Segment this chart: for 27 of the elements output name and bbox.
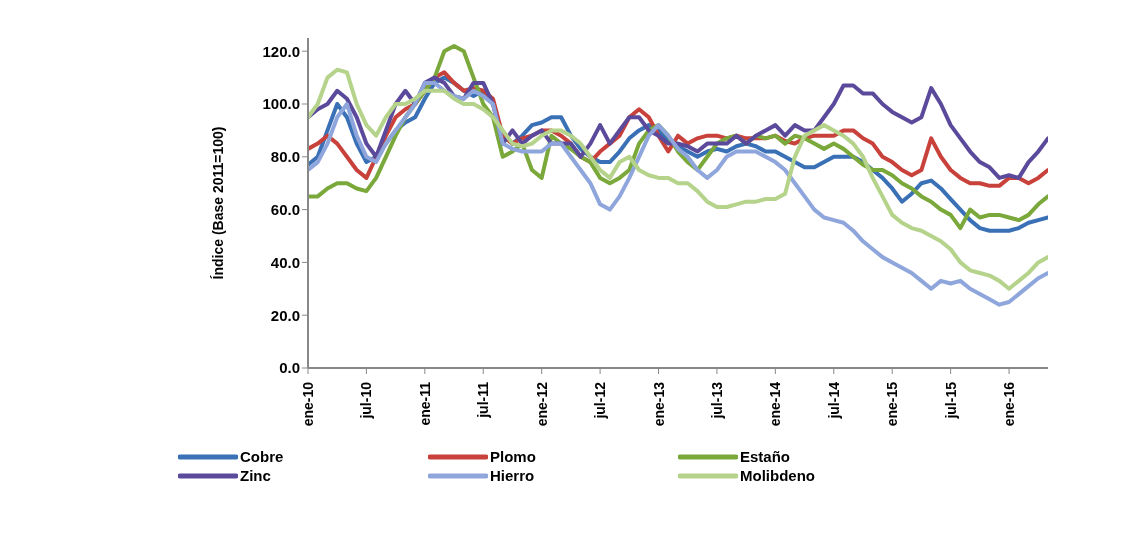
x-tick-label: jul-15	[942, 381, 959, 420]
legend-label: Estaño	[740, 448, 791, 465]
x-tick-label: jul-10	[358, 381, 375, 420]
y-tick-label: 20.0	[270, 306, 300, 324]
x-tick-label: ene-10	[300, 381, 316, 427]
x-tick-label: jul-12	[592, 381, 609, 420]
y-tick-label: 0.0	[279, 359, 300, 377]
x-tick-label: ene-16	[1001, 381, 1018, 427]
legend-label: Cobre	[240, 448, 284, 465]
y-tick-label: 80.0	[270, 148, 300, 166]
x-tick-label: ene-15	[884, 381, 901, 427]
x-tick-label: jul-13	[708, 381, 725, 420]
legend-label: Zinc	[240, 467, 271, 484]
legend-label: Plomo	[490, 448, 536, 465]
x-tick-label: ene-11	[416, 381, 433, 426]
y-tick-label: 60.0	[270, 200, 300, 218]
x-tick-label: jul-11	[475, 381, 492, 419]
y-axis-title: Índice (Base 2011=100)	[209, 126, 226, 280]
x-tick-label: ene-12	[533, 381, 550, 427]
y-tick-label: 120.0	[262, 42, 300, 60]
legend-label: Molibdeno	[740, 467, 815, 484]
x-tick-label: ene-13	[650, 381, 667, 427]
x-tick-label: jul-14	[825, 381, 842, 420]
y-tick-label: 40.0	[270, 253, 300, 271]
legend-label: Hierro	[490, 467, 535, 484]
y-tick-label: 100.0	[262, 95, 300, 113]
x-tick-label: ene-14	[767, 381, 784, 427]
